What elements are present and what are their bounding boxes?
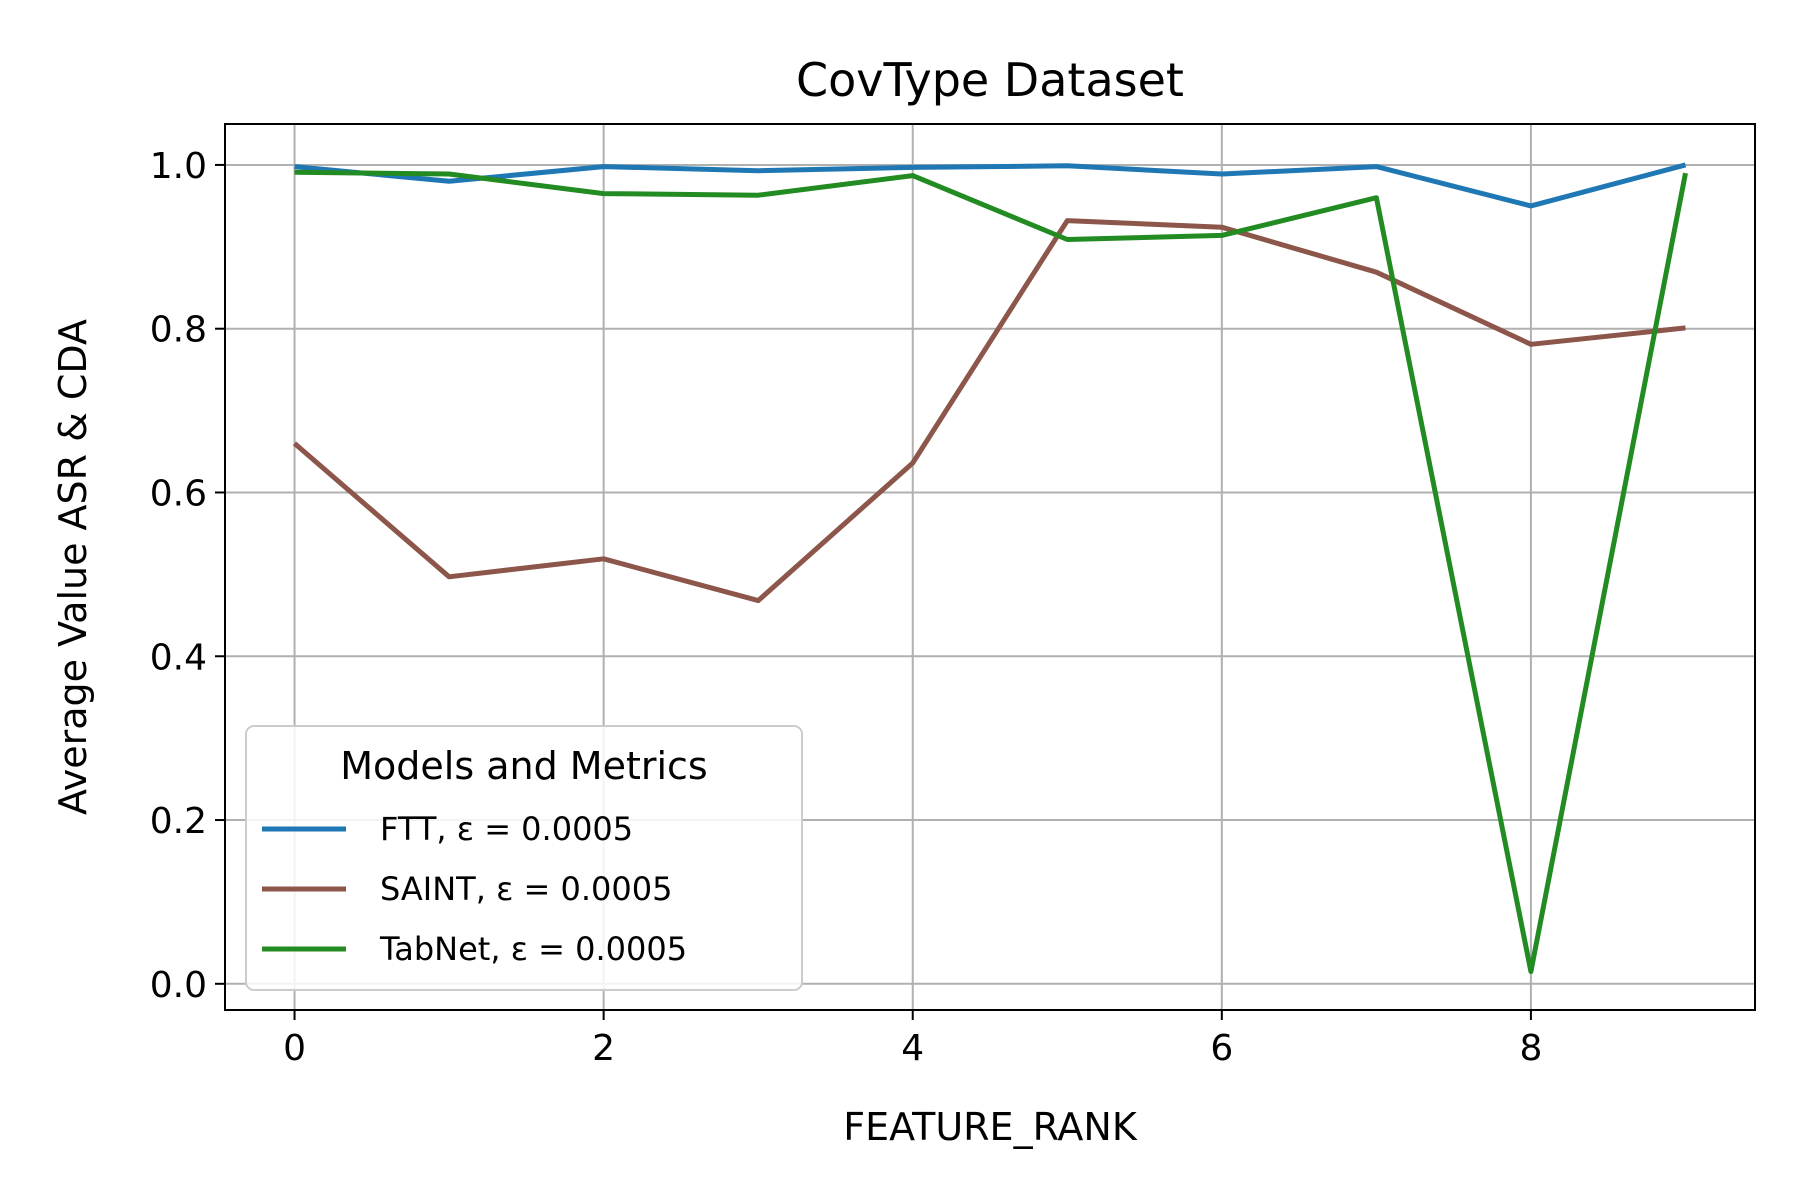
- x-tick-label: 2: [592, 1028, 615, 1069]
- x-tick-label: 6: [1210, 1028, 1233, 1069]
- legend-entries: FTT, ε = 0.0005 SAINT, ε = 0.0005 TabNet, …: [262, 810, 687, 968]
- y-tick-label: 0.2: [150, 801, 207, 842]
- y-tick-label: 0.8: [150, 310, 207, 351]
- legend-label: SAINT, ε = 0.0005: [380, 870, 672, 908]
- chart-title: CovType Dataset: [796, 53, 1184, 107]
- x-axis-label: FEATURE_RANK: [843, 1105, 1138, 1149]
- y-tick-label: 0.6: [150, 473, 207, 514]
- legend-title: Models and Metrics: [340, 744, 707, 788]
- series-line: [294, 169, 1688, 974]
- x-tick-label: 0: [283, 1028, 306, 1069]
- y-tick-label: 0.4: [150, 637, 207, 678]
- series-line: [294, 162, 1687, 209]
- axis-ticks: 0 2 4 6 8 0.0 0.2 0.4 0.6 0.8 1.0: [150, 146, 1543, 1069]
- y-tick-label: 0.0: [150, 965, 207, 1006]
- y-tick-label: 1.0: [150, 146, 207, 187]
- legend-label: TabNet, ε = 0.0005: [379, 930, 687, 968]
- series-line: [292, 218, 1686, 604]
- y-axis-label: Average Value ASR & CDA: [51, 319, 95, 815]
- x-tick-label: 8: [1519, 1028, 1542, 1069]
- plot-frame: [224, 123, 1756, 1011]
- legend-label: FTT, ε = 0.0005: [380, 810, 633, 848]
- series-layer: [292, 162, 1688, 974]
- legend: Models and Metrics FTT, ε = 0.0005 SAINT,…: [245, 725, 803, 991]
- x-tick-label: 4: [901, 1028, 924, 1069]
- legend-box: [245, 725, 803, 991]
